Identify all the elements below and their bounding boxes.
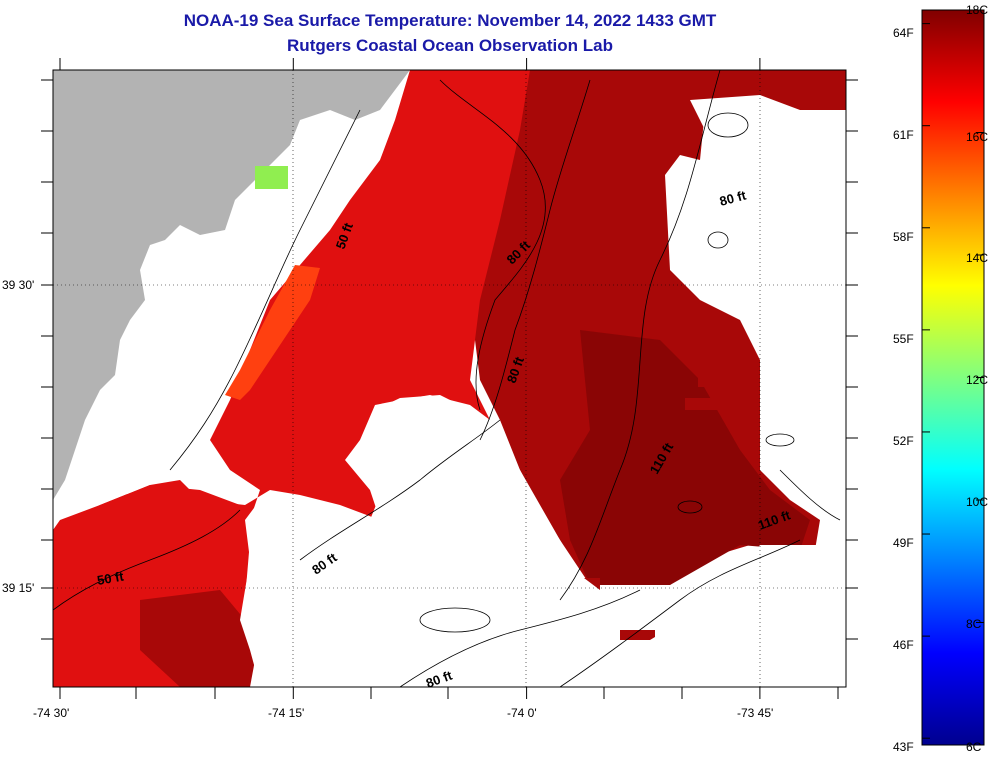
y-tick-label-2: 39 15'	[2, 581, 35, 595]
cb-c-label-10: 10C	[966, 495, 989, 509]
cb-c-label-12: 12C	[966, 373, 989, 387]
y-tick-label-1: 39 30'	[2, 278, 35, 292]
cb-f-label-61: 61F	[893, 128, 914, 142]
cb-c-label-6: 6C	[966, 740, 982, 754]
map-frame	[52, 69, 847, 688]
contour-50ft-north	[169, 109, 361, 471]
graticule	[53, 70, 846, 687]
x-tick-label-4: -73 45'	[737, 706, 774, 720]
sst-small-patch-4	[685, 398, 720, 410]
cb-c-label-16: 16C	[966, 130, 989, 144]
cool-water-patch	[255, 166, 288, 189]
contour-label-80ft-3: 80 ft	[718, 187, 748, 209]
contour-80ft-south	[299, 419, 501, 561]
contour-closed-5	[419, 607, 491, 633]
cloud-region-east	[690, 95, 846, 330]
cb-f-label-55: 55F	[893, 332, 914, 346]
cloud-region-mid-east	[760, 300, 846, 515]
bathymetry-contours	[53, 70, 841, 687]
contour-shelf-edge	[559, 539, 801, 687]
colorbar-ticks	[922, 9, 984, 746]
x-tick-label-2: -74 15'	[268, 706, 305, 720]
cb-f-label-52: 52F	[893, 434, 914, 448]
map-title: NOAA-19 Sea Surface Temperature: Novembe…	[183, 11, 717, 30]
contour-110ft-east	[779, 469, 841, 521]
cloud-region-center	[240, 395, 846, 687]
contour-closed-1	[707, 112, 749, 138]
contour-80ft-southeast	[399, 589, 641, 687]
map-subtitle: Rutgers Coastal Ocean Observation Lab	[287, 36, 613, 55]
colorbar	[921, 9, 985, 746]
contour-80ft-ridge	[479, 79, 591, 441]
contour-50ft-south	[53, 509, 241, 611]
axis-minor-ticks	[41, 79, 858, 699]
contour-closed-3	[677, 500, 703, 514]
sst-small-patch-2	[620, 630, 655, 642]
cb-f-label-43: 43F	[893, 740, 914, 754]
contour-80ft-north	[439, 79, 546, 411]
cb-f-label-46: 46F	[893, 638, 914, 652]
cb-f-label-49: 49F	[893, 536, 914, 550]
cb-f-label-58: 58F	[893, 230, 914, 244]
x-tick-label-1: -74 30'	[33, 706, 70, 720]
sst-far-offshore-region	[560, 330, 810, 585]
contour-110ft	[559, 70, 721, 601]
cb-c-label-8: 8C	[966, 617, 982, 631]
sst-southwest-dark	[140, 590, 255, 687]
contour-closed-4	[765, 433, 795, 447]
contour-label-50ft-south: 50 ft	[96, 568, 126, 588]
contour-closed-2	[707, 231, 729, 249]
x-tick-label-3: -74 0'	[507, 706, 537, 720]
sst-small-patch-3	[698, 375, 733, 387]
sst-offshore-region	[470, 70, 846, 585]
sst-warm-coastal-strip	[225, 265, 320, 400]
cb-f-label-64: 64F	[893, 26, 914, 40]
axis-major-ticks	[41, 58, 858, 699]
cb-c-label-18: 18C	[966, 3, 989, 17]
cb-c-label-14: 14C	[966, 251, 989, 265]
land-new-jersey	[53, 70, 410, 500]
